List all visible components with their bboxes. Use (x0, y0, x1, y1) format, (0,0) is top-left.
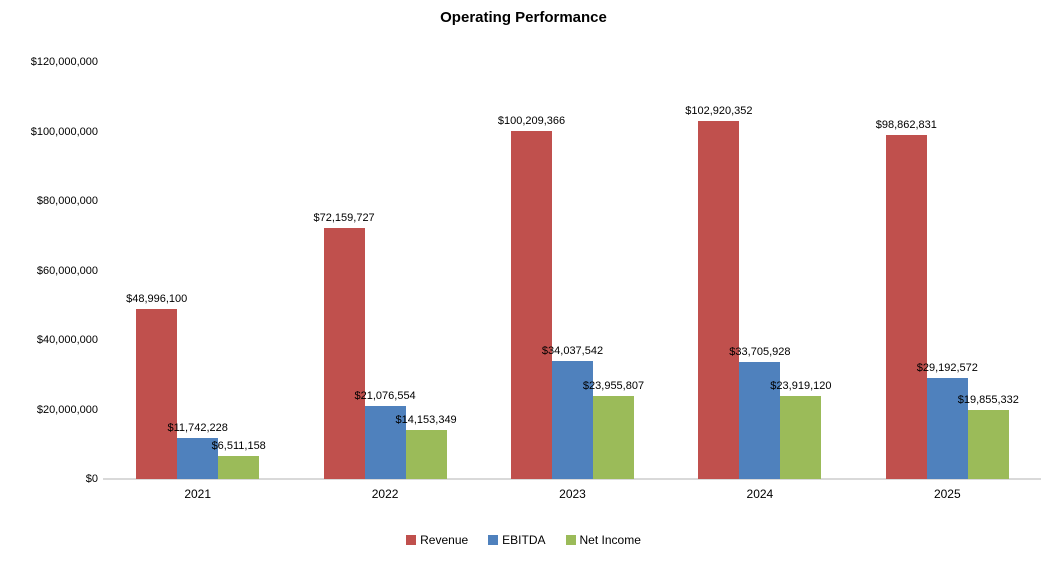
bar-revenue-2022 (323, 228, 365, 479)
legend-label-ebitda: EBITDA (502, 533, 546, 547)
bar-value-label-ebitda-2021: $11,742,228 (167, 422, 228, 435)
bar-value-label-net-income-2024: $23,919,120 (770, 379, 832, 392)
bar-value-label-ebitda-2024: $33,705,928 (729, 345, 791, 358)
bar-revenue-2023 (511, 130, 552, 479)
bar-net-income-2022 (405, 429, 447, 479)
bar-value-label-net-income-2021: $6,511,158 (211, 440, 266, 453)
y-tick-label: $80,000,000 (36, 195, 98, 207)
bar-value-label-revenue-2025: $98,862,831 (875, 119, 937, 132)
y-tick-label: $40,000,000 (36, 334, 98, 346)
bar-ebitda-2023 (552, 360, 593, 479)
bar-ebitda-2025 (926, 377, 968, 479)
bar-value-label-revenue-2021: $48,996,100 (126, 292, 188, 305)
y-tick-label: $20,000,000 (36, 403, 98, 416)
x-tick-label-2024: 2024 (746, 487, 774, 501)
legend-item-ebitda: EBITDA (488, 533, 546, 547)
bar-revenue-2025 (885, 135, 927, 479)
legend-label-net-income: Net Income (579, 533, 641, 547)
bar-net-income-2025 (967, 410, 1009, 479)
bar-value-label-revenue-2022: $72,159,727 (313, 212, 375, 225)
chart-title: Operating Performance (440, 9, 607, 26)
legend-swatch-ebitda (488, 535, 499, 545)
legend: Revenue EBITDA Net Income (0, 533, 1047, 547)
bar-value-label-net-income-2025: $19,855,332 (957, 394, 1019, 406)
bar-ebitda-2024 (739, 361, 781, 479)
bar-ebitda-2022 (364, 405, 406, 479)
y-tick-label: $60,000,000 (36, 264, 98, 277)
bar-net-income-2023 (593, 395, 634, 479)
bar-value-label-net-income-2023: $23,955,807 (582, 379, 645, 392)
legend-swatch-revenue (406, 535, 417, 545)
bar-net-income-2021 (218, 456, 260, 479)
bar-net-income-2024 (780, 395, 822, 479)
y-tick-label: $0 (85, 473, 98, 485)
bar-value-label-net-income-2022: $14,153,349 (395, 413, 457, 426)
x-tick-label-2021: 2021 (184, 487, 212, 501)
legend-item-revenue: Revenue (406, 533, 468, 547)
x-axis-line (103, 478, 1041, 480)
bar-value-label-revenue-2024: $102,920,352 (685, 105, 753, 118)
legend-item-net-income: Net Income (565, 533, 641, 547)
legend-swatch-net-income (565, 535, 576, 545)
x-tick-label-2025: 2025 (933, 487, 961, 501)
bar-revenue-2024 (698, 121, 740, 479)
bar-value-label-ebitda-2025: $29,192,572 (916, 361, 978, 374)
bar-value-label-ebitda-2023: $34,037,542 (541, 344, 604, 357)
bar-ebitda-2021 (177, 438, 219, 479)
bar-value-label-ebitda-2022: $21,076,554 (354, 389, 416, 402)
y-tick-label: $100,000,000 (30, 125, 98, 138)
y-tick-label: $120,000,000 (30, 56, 98, 68)
x-tick-label-2023: 2023 (559, 487, 586, 501)
bar-revenue-2021 (136, 308, 178, 479)
bar-value-label-revenue-2023: $100,209,366 (497, 114, 566, 127)
x-tick-label-2022: 2022 (371, 487, 399, 501)
legend-label-revenue: Revenue (420, 533, 469, 547)
